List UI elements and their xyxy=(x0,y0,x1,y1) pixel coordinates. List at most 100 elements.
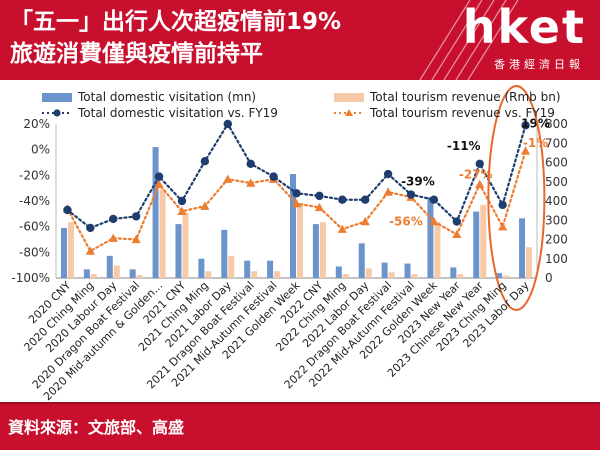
visitation-vs-fy19-point xyxy=(223,119,232,129)
revenue-vs-fy19-point xyxy=(154,179,164,188)
revenue-vs-fy19-point xyxy=(520,146,531,155)
visitation-bar xyxy=(312,224,319,278)
revenue-vs-fy19-point xyxy=(360,216,370,226)
revenue-vs-fy19-point xyxy=(177,206,187,215)
visitation-bar xyxy=(335,266,342,278)
revenue-vs-fy19-point xyxy=(85,246,95,255)
annotation-label: -56% xyxy=(389,215,423,229)
legend-marker xyxy=(345,109,353,116)
title-line-2: 旅遊消費僅與疫情前持平 xyxy=(10,41,263,67)
visitation-vs-fy19-point xyxy=(338,195,347,204)
revenue-bar xyxy=(411,274,418,278)
revenue-bar xyxy=(388,272,395,278)
revenue-vs-fy19-point xyxy=(314,202,325,212)
y-right-tick-label: 500 xyxy=(545,175,568,189)
y-left-tick-label: -100% xyxy=(11,271,50,285)
logo-text: hket xyxy=(462,0,586,54)
y-left-tick-label: -40% xyxy=(19,194,50,208)
visitation-vs-fy19-point xyxy=(292,189,301,198)
visitation-bar xyxy=(404,263,411,278)
visitation-vs-fy19-point xyxy=(452,217,462,226)
y-right-tick-label: 300 xyxy=(545,213,568,227)
revenue-vs-fy19-point xyxy=(452,229,462,239)
revenue-bar xyxy=(434,222,441,278)
visitation-bar xyxy=(198,258,205,278)
revenue-bar xyxy=(342,274,349,278)
visitation-bar xyxy=(519,218,526,278)
visitation-vs-fy19-point xyxy=(383,169,393,179)
revenue-bar xyxy=(205,271,212,278)
revenue-vs-fy19-point xyxy=(337,224,347,233)
revenue-bar xyxy=(251,271,258,278)
visitation-vs-fy19-point xyxy=(361,195,370,204)
hket-logo: hket 香港經濟日報 xyxy=(436,0,586,74)
y-right-tick-label: 800 xyxy=(545,117,568,131)
visitation-vs-fy19-point xyxy=(246,159,255,168)
visitation-vs-fy19-point xyxy=(521,121,530,130)
visitation-vs-fy19-point xyxy=(131,212,141,221)
visitation-bar xyxy=(427,197,434,278)
visitation-bar xyxy=(450,267,457,278)
revenue-bar xyxy=(113,265,120,278)
revenue-vs-fy19-point xyxy=(429,216,439,226)
revenue-bar xyxy=(297,202,303,278)
y-left-tick-label: 20% xyxy=(23,117,50,131)
title-line-1: 「五一」出行人次超疫情前19% xyxy=(10,9,342,35)
revenue-bar xyxy=(457,274,464,278)
revenue-vs-fy19-point xyxy=(246,178,256,187)
visitation-vs-fy19-point xyxy=(498,200,507,210)
footer-banner: 資料來源：文旅部、高盛 xyxy=(0,404,600,450)
visitation-vs-fy19-point xyxy=(269,172,278,181)
visitation-vs-fy19-point xyxy=(154,172,164,181)
visitation-vs-fy19-point xyxy=(429,195,439,204)
decorative-stripes xyxy=(419,0,519,80)
revenue-bar xyxy=(159,189,166,278)
visitation-bar xyxy=(129,269,136,278)
visitation-vs-fy19-point xyxy=(200,157,210,166)
visitation-bar xyxy=(60,227,67,278)
visitation-bar xyxy=(496,273,503,278)
visitation-bar xyxy=(106,255,113,278)
y-left-tick-label: 0% xyxy=(31,143,50,157)
annotation-label: -11% xyxy=(447,139,481,153)
legend-label: Total domestic visitation vs. FY19 xyxy=(77,106,278,120)
visitation-vs-fy19-point xyxy=(406,190,416,199)
visitation-bar xyxy=(175,224,182,278)
annotation-label: 19% xyxy=(521,116,550,130)
y-right-tick-label: 100 xyxy=(545,252,568,266)
revenue-bar xyxy=(274,271,281,278)
revenue-bar xyxy=(365,268,372,278)
y-right-tick-label: 400 xyxy=(545,194,568,208)
visitation-vs-fy19-point xyxy=(63,205,72,215)
annotation-label: -1% xyxy=(523,136,548,150)
revenue-vs-fy19-point xyxy=(131,234,141,244)
revenue-vs-fy19-point xyxy=(223,174,233,183)
revenue-vs-fy19-point xyxy=(291,198,302,208)
revenue-bar xyxy=(228,255,235,278)
highlight-ellipse xyxy=(487,85,546,311)
legend-swatch xyxy=(42,93,72,102)
legend-label: Total domestic visitation (mn) xyxy=(77,90,256,104)
revenue-bar xyxy=(182,212,189,278)
visitation-bar xyxy=(152,147,159,278)
revenue-bar xyxy=(480,204,487,278)
visitation-bar xyxy=(83,269,90,278)
revenue-bar xyxy=(526,247,533,278)
revenue-vs-fy19-point xyxy=(108,233,118,242)
visitation-vs-fy19-point xyxy=(315,191,324,201)
page-title: 「五一」出行人次超疫情前19% 旅遊消費僅與疫情前持平 xyxy=(10,6,430,70)
legend-label: Total tourism revenue (Rmb bn) xyxy=(369,90,561,104)
visitation-bar xyxy=(244,260,251,278)
visitation-vs-fy19-point xyxy=(109,214,118,224)
visitation-bar xyxy=(473,211,480,278)
revenue-bar xyxy=(67,222,74,278)
y-left-tick-label: -80% xyxy=(19,245,50,259)
visitation-bar xyxy=(358,243,365,278)
revenue-vs-fy19-point xyxy=(475,179,485,188)
header-banner: 「五一」出行人次超疫情前19% 旅遊消費僅與疫情前持平 hket 香港經濟日報 xyxy=(0,0,600,80)
visitation-bar xyxy=(290,174,296,278)
revenue-bar xyxy=(136,275,143,278)
y-right-tick-label: 700 xyxy=(545,136,568,150)
revenue-bar xyxy=(90,274,97,278)
legend-swatch xyxy=(334,93,364,102)
